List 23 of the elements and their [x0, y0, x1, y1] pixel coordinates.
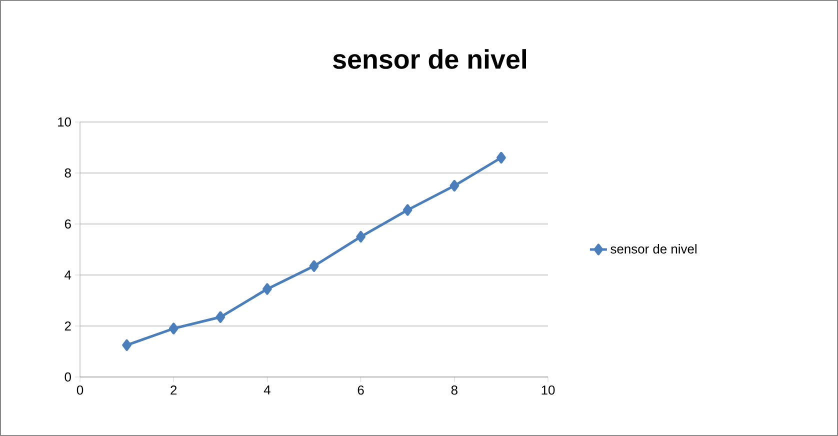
point — [496, 152, 506, 164]
chart-title: sensor de nivel — [333, 49, 526, 69]
y-tick-label: 6 — [64, 219, 71, 229]
point — [450, 180, 460, 192]
x-tick-label: 0 — [76, 386, 84, 395]
y-tick-label: 4 — [64, 270, 72, 280]
legend-label: sensor de nivel — [610, 244, 696, 254]
y-tick-label: 10 — [58, 117, 71, 127]
y-tick-label: 2 — [64, 321, 71, 331]
point — [262, 283, 272, 295]
x-tick-label: 8 — [451, 386, 458, 395]
x-tick-label: 4 — [264, 386, 270, 394]
point — [168, 322, 178, 334]
x-tick-label: 10 — [542, 386, 555, 395]
point — [309, 260, 319, 272]
x-tick-label: 6 — [358, 386, 364, 395]
point — [216, 311, 226, 323]
point — [402, 204, 412, 216]
y-tick-label: 0 — [64, 372, 71, 382]
point — [122, 339, 132, 351]
x-tick-label: 2 — [170, 386, 177, 395]
point — [356, 230, 366, 243]
y-tick-label: 8 — [64, 168, 71, 178]
